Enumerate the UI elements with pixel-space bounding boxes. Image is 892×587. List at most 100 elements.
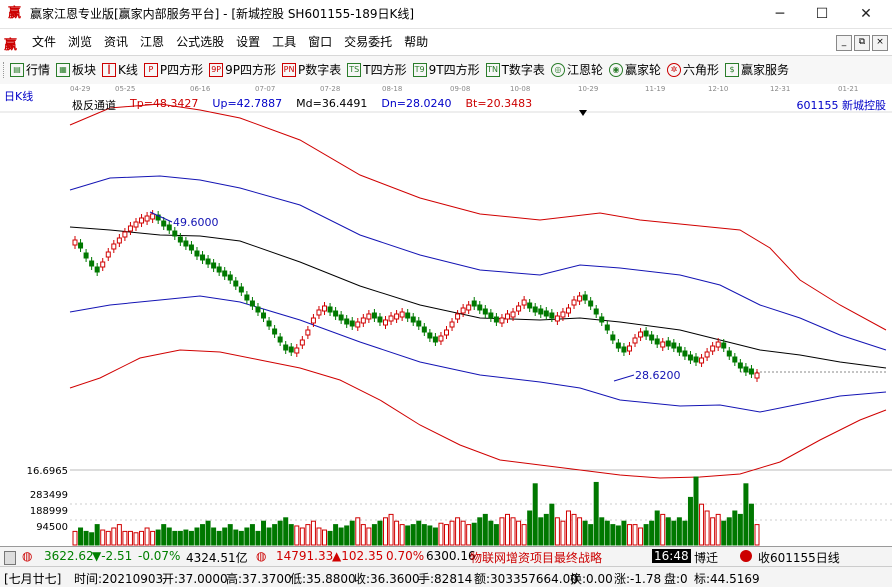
tool-gann-wheel[interactable]: ◎ 江恩轮 bbox=[550, 62, 603, 78]
tool-label: P数字表 bbox=[298, 63, 342, 77]
tool-t-square[interactable]: TS T四方形 bbox=[347, 62, 407, 78]
volume-bar bbox=[732, 510, 738, 546]
volume-bar bbox=[726, 517, 732, 546]
tool-9p-square[interactable]: 9P 9P四方形 bbox=[209, 62, 276, 78]
volume-bar bbox=[72, 530, 78, 546]
tool-winner-wheel[interactable]: ◉ 赢家轮 bbox=[608, 62, 661, 78]
mdi-close-button[interactable]: × bbox=[872, 35, 888, 51]
candle-body bbox=[676, 346, 682, 353]
tool-p-square[interactable]: P P四方形 bbox=[143, 62, 203, 78]
volume-bar bbox=[743, 483, 749, 546]
candle-body bbox=[371, 312, 377, 319]
menu-tools[interactable]: 工具 bbox=[272, 35, 297, 49]
candle-body bbox=[255, 306, 261, 313]
date-tick-label: 10-08 bbox=[510, 85, 531, 93]
tool-quote[interactable]: ▤ 行情 bbox=[10, 62, 50, 78]
news-ticker[interactable]: 物联网增资项目最终战略 bbox=[470, 551, 603, 565]
candle-body bbox=[477, 304, 483, 311]
menu-window[interactable]: 窗口 bbox=[308, 35, 333, 49]
tool-hexagon[interactable]: ✲ 六角形 bbox=[666, 62, 719, 78]
candle-body bbox=[471, 300, 477, 307]
candle-body bbox=[111, 243, 117, 250]
date-tick-label: 01-21 bbox=[838, 85, 859, 93]
tool-kline[interactable]: ┃ K线 bbox=[102, 62, 138, 78]
tool-t-number[interactable]: TN T数字表 bbox=[485, 62, 545, 78]
candle-body bbox=[632, 337, 638, 344]
clock: 16:48 bbox=[652, 549, 691, 563]
candle-body bbox=[732, 356, 738, 363]
dropdown-arrow-icon bbox=[579, 110, 587, 116]
band-up bbox=[69, 175, 887, 351]
menu-settings[interactable]: 设置 bbox=[236, 35, 261, 49]
candle-body bbox=[593, 308, 599, 315]
date-tick-label: 09-08 bbox=[450, 85, 471, 93]
lunar-date: [七月廿七] bbox=[4, 572, 62, 586]
menu-logo-icon: 赢 bbox=[4, 38, 18, 53]
tool-9t-square[interactable]: T9 9T四方形 bbox=[412, 62, 480, 78]
volume-bar bbox=[499, 517, 505, 546]
candle-body bbox=[665, 340, 671, 347]
volume-bar bbox=[571, 513, 577, 546]
tool-label: T四方形 bbox=[363, 63, 407, 77]
tool-sector[interactable]: ▦ 板块 bbox=[56, 62, 96, 78]
menu-gann[interactable]: 江恩 bbox=[140, 35, 165, 49]
candle-body bbox=[671, 342, 677, 349]
tool-p-number[interactable]: PN P数字表 bbox=[282, 62, 341, 78]
volume-bar bbox=[388, 513, 394, 546]
candle-body bbox=[488, 312, 494, 319]
menu-file[interactable]: 文件 bbox=[32, 35, 57, 49]
menu-trade[interactable]: 交易委托 bbox=[344, 35, 393, 49]
volume-bar bbox=[360, 524, 366, 546]
volume-bar bbox=[272, 524, 278, 546]
minimize-button[interactable]: ─ bbox=[775, 6, 785, 22]
user-name: 博迁 bbox=[694, 551, 719, 565]
date-tick-label: 11-19 bbox=[645, 85, 666, 93]
mdi-restore-button[interactable]: ⧉ bbox=[854, 35, 870, 51]
candle-body bbox=[660, 341, 666, 348]
volume-bar bbox=[460, 520, 466, 546]
tool-service[interactable]: $ 赢家服务 bbox=[724, 62, 789, 78]
mdi-minimize-button[interactable]: _ bbox=[836, 35, 852, 51]
candle-body bbox=[466, 304, 472, 311]
candle-body bbox=[355, 321, 361, 328]
volume-bar bbox=[754, 524, 760, 546]
maximize-button[interactable]: ☐ bbox=[815, 6, 829, 22]
menu-formula[interactable]: 公式选股 bbox=[176, 35, 225, 49]
tool-label: 行情 bbox=[26, 63, 51, 77]
sh-index-icon: ◍ bbox=[22, 549, 33, 563]
menu-help[interactable]: 帮助 bbox=[404, 35, 429, 49]
volume-axis-label: 94500 bbox=[36, 522, 68, 533]
sh-index-change: ▼-2.51 bbox=[92, 549, 133, 563]
indicator-tp: Tp=48.3427 bbox=[130, 97, 199, 110]
volume-bar bbox=[333, 524, 339, 546]
volume-bar bbox=[172, 530, 178, 546]
candle-body bbox=[310, 317, 316, 324]
volume-bar bbox=[78, 527, 84, 546]
tool-label: 六角形 bbox=[682, 63, 719, 77]
volume-bar bbox=[144, 527, 150, 546]
volume-bar bbox=[427, 525, 433, 546]
volume-bar bbox=[410, 524, 416, 546]
close-button[interactable]: ✕ bbox=[860, 6, 872, 22]
candle-body bbox=[577, 295, 583, 302]
toolbar-grip[interactable] bbox=[3, 62, 7, 78]
candle-body bbox=[610, 334, 616, 341]
bar-change: 涨:-1.78 bbox=[614, 572, 662, 586]
volume-bar bbox=[216, 530, 222, 546]
volume-bar bbox=[687, 496, 693, 546]
menu-info[interactable]: 资讯 bbox=[104, 35, 129, 49]
volume-bar bbox=[671, 520, 677, 546]
candle-body bbox=[516, 305, 522, 312]
menu-browse[interactable]: 浏览 bbox=[68, 35, 93, 49]
candle-body bbox=[693, 356, 699, 363]
statusbar-toggle-icon[interactable] bbox=[4, 551, 16, 565]
volume-bar bbox=[554, 517, 560, 546]
volume-bar bbox=[355, 517, 361, 546]
volume-bar bbox=[682, 520, 688, 546]
volume-bar bbox=[322, 529, 328, 546]
volume-bar bbox=[316, 527, 322, 546]
candle-icon: ┃ bbox=[102, 63, 117, 77]
band-bt bbox=[69, 349, 887, 479]
candle-body bbox=[565, 307, 571, 314]
